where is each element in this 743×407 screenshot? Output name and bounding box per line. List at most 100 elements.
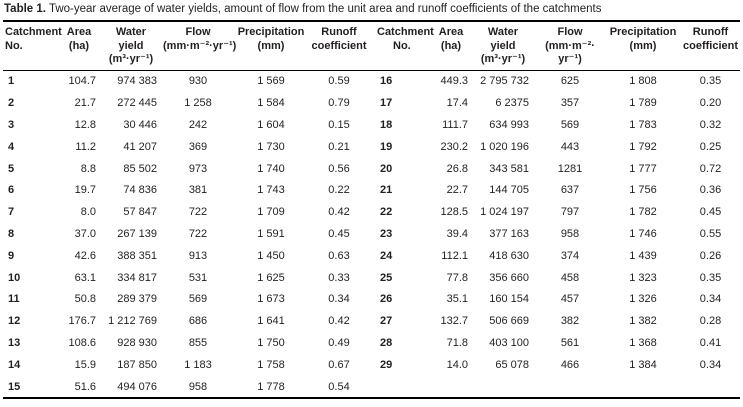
cell-area: 39.4 [446,227,468,240]
cell-water-yield: 6 2375 [495,97,529,110]
cell-runoff-coefficient: 0.15 [328,118,350,131]
table-header-left: Catchment No. Area (ha) Water yield (m³·yr⁻¹) F… [3,22,369,71]
cell-flow: 958 [560,227,580,240]
cell-precipitation: 1 625 [257,271,285,284]
cell-precipitation: 1 604 [257,118,285,131]
cell-catchment-no: 13 [8,336,21,349]
cell-water-yield: 494 076 [117,380,157,393]
table-row: 29 14.0 65 078 466 1 384 0.34 [369,354,740,376]
cell-runoff-coefficient: 0.56 [328,162,350,175]
cell-catchment-no: 23 [380,227,393,240]
cell-flow: 722 [188,227,208,240]
cell-area: 230.2 [440,140,468,153]
table-row: 17 17.4 6 2375 357 1 789 0.20 [369,92,740,114]
cell-flow: 531 [188,271,208,284]
cell-area: 112.1 [441,249,468,262]
cell-catchment-no: 12 [8,315,21,328]
cell-area: 8.0 [80,206,96,219]
cell-water-yield: 974 383 [117,75,157,88]
cell-catchment-no: 19 [380,140,393,153]
table-row: 16 449.3 2 795 732 625 1 808 0.35 [369,70,740,92]
cell-runoff-coefficient: 0.49 [328,336,350,349]
cell-water-yield: 403 100 [489,336,529,349]
table-row: 5 8.8 85 502 973 1 740 0.56 [3,158,369,180]
cell-flow: 973 [188,162,208,175]
cell-flow: 958 [188,380,208,393]
table-row: 3 12.8 30 446 242 1 604 0.15 [3,114,369,136]
cell-runoff-coefficient: 0.67 [328,358,350,371]
table-row: 7 8.0 57 847 722 1 709 0.42 [3,201,369,223]
cell-area: 77.8 [446,271,468,284]
cell-water-yield: 1 020 196 [480,140,529,153]
cell-area: 22.7 [446,184,468,197]
cell-catchment-no: 17 [380,97,393,110]
cell-runoff-coefficient: 0.54 [328,380,350,393]
cell-water-yield: 1 024 197 [480,206,529,219]
cell-water-yield: 928 930 [117,336,157,349]
table-header-right: Catchment No. Area (ha) Water yield (m³·yr⁻¹) F… [369,22,740,71]
cell-catchment-no: 26 [380,293,393,306]
table-row: 26 35.1 160 154 457 1 326 0.34 [369,288,740,310]
col-header-water-yield: Water yield (m³·yr⁻¹) [471,22,535,71]
cell-precipitation: 1 808 [629,75,657,88]
col-header-catchment-no: Catchment No. [3,22,62,71]
cell-catchment-no: 15 [8,380,21,393]
cell-precipitation: 1 746 [629,227,657,240]
cell-catchment-no: 28 [380,336,393,349]
cell-flow: 625 [560,75,580,88]
cell-water-yield: 634 993 [489,118,529,131]
catchments-table-right: Catchment No. Area (ha) Water yield (m³·yr⁻¹) F… [369,22,740,376]
cell-runoff-coefficient: 0.72 [699,162,722,175]
cell-flow: 382 [560,315,580,328]
col-header-flow: Flow (mm·m⁻²· yr⁻¹) [535,22,605,71]
table-row: 28 71.8 403 100 561 1 368 0.41 [369,332,740,354]
cell-catchment-no: 18 [380,118,393,131]
table-row: 12 176.7 1 212 769 686 1 641 0.42 [3,310,369,332]
cell-flow: 722 [188,206,208,219]
table-row: 1 104.7 974 383 930 1 569 0.59 [3,70,369,92]
cell-runoff-coefficient: 0.63 [328,249,350,262]
cell-runoff-coefficient: 0.35 [699,75,722,88]
cell-area: 108.6 [68,336,96,349]
cell-flow: 686 [188,315,208,328]
col-header-area: Area (ha) [59,22,99,71]
table-row: 10 63.1 334 817 531 1 625 0.33 [3,267,369,289]
table-row: 20 26.8 343 581 1281 1 777 0.72 [369,158,740,180]
cell-precipitation: 1 777 [629,162,657,175]
cell-runoff-coefficient: 0.26 [699,249,722,262]
cell-runoff-coefficient: 0.55 [699,227,722,240]
cell-runoff-coefficient: 0.35 [699,271,722,284]
cell-runoff-coefficient: 0.34 [328,293,350,306]
cell-runoff-coefficient: 0.32 [699,118,722,131]
cell-catchment-no: 27 [380,315,393,328]
cell-flow: 913 [188,249,208,262]
cell-area: 51.6 [74,380,96,393]
cell-area: 37.0 [74,227,96,240]
cell-water-yield: 187 850 [117,358,157,371]
cell-area: 128.5 [440,206,468,219]
cell-precipitation: 1 740 [257,162,285,175]
cell-area: 132.7 [440,315,468,328]
cell-water-yield: 377 163 [489,227,529,240]
col-header-precipitation: Precipitation (mm) [233,22,309,71]
table-row: 8 37.0 267 139 722 1 591 0.45 [3,223,369,245]
cell-flow: 458 [560,271,580,284]
table-row: 9 42.6 388 351 913 1 450 0.63 [3,245,369,267]
cell-precipitation: 1 382 [629,315,657,328]
cell-water-yield: 506 669 [489,315,529,328]
cell-flow: 357 [560,97,580,110]
table-caption: Table 1. Two-year average of water yield… [3,2,740,20]
cell-catchment-no: 22 [380,206,393,219]
cell-runoff-coefficient: 0.59 [328,75,350,88]
cell-water-yield: 272 445 [117,97,157,110]
col-header-area: Area (ha) [431,22,471,71]
cell-runoff-coefficient: 0.25 [699,140,722,153]
cell-runoff-coefficient: 0.33 [328,271,350,284]
cell-area: 35.1 [446,293,468,306]
catchments-table-left: Catchment No. Area (ha) Water yield (m³·yr⁻¹) F… [3,22,369,397]
cell-water-yield: 343 581 [489,162,529,175]
cell-flow: 637 [560,184,580,197]
cell-flow: 369 [188,140,208,153]
cell-precipitation: 1 743 [257,184,285,197]
